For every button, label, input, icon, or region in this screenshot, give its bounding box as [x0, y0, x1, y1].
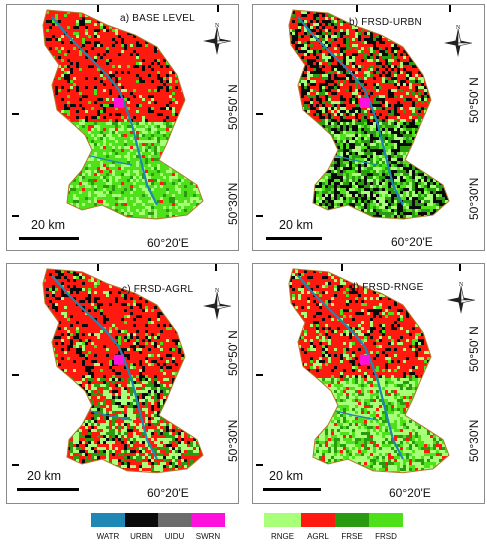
legend-swatch-watr	[91, 513, 125, 527]
graticule-tick	[341, 264, 343, 271]
legend-label-uidu: UIDU	[155, 532, 195, 541]
latitude-label-lower: 50°30'N	[226, 183, 240, 225]
map-panel-frsd-urbn: b) FRSD-URBN N 50°50' N 50°30'N 60°20'E …	[252, 4, 485, 251]
map-panel-frsd-rnge: d) FRSD-RNGE N 50°50' N 50°30'N 60°20'E …	[252, 263, 485, 504]
north-arrow-icon: N	[447, 282, 476, 314]
legend-label-urbn: URBN	[122, 532, 162, 541]
longitude-label: 60°20'E	[147, 486, 189, 500]
map-panel-base-level: a) BASE LEVEL N 50°50' N 50°30'N 60°20'E…	[6, 4, 240, 251]
scale-bar	[263, 488, 321, 491]
scale-bar	[266, 237, 322, 240]
legend-label-swrn: SWRN	[188, 532, 228, 541]
watershed-map	[42, 268, 204, 474]
graticule-tick	[12, 374, 19, 376]
panel-title: b) FRSD-URBN	[349, 17, 422, 28]
panel-title: a) BASE LEVEL	[120, 13, 195, 24]
map-panel-frsd-agrl: c) FRSD-AGRL N 50°50' N 50°30'N 60°20'E …	[6, 263, 240, 504]
graticule-tick	[256, 374, 263, 376]
legend-label-frsd: FRSD	[366, 532, 406, 541]
graticule-tick	[215, 264, 217, 271]
graticule-tick	[256, 113, 263, 115]
legend-label-agrl: AGRL	[298, 532, 338, 541]
watershed-map	[42, 9, 204, 220]
latitude-label-upper: 50°50' N	[467, 326, 481, 372]
scale-label: 20 km	[269, 469, 303, 483]
graticule-tick	[256, 464, 263, 466]
legend-swatch-urbn	[125, 513, 158, 527]
north-arrow-icon: N	[203, 288, 232, 320]
graticule-tick	[12, 464, 19, 466]
graticule-tick	[12, 113, 19, 115]
graticule-tick	[449, 5, 451, 12]
scale-bar	[19, 237, 79, 240]
latitude-label-upper: 50°50' N	[467, 77, 481, 123]
latitude-label-upper: 50°50' N	[226, 84, 240, 130]
panel-title: d) FRSD-RNGE	[350, 282, 424, 293]
legend-label-watr: WATR	[88, 532, 128, 541]
legend-swatch-uidu	[158, 513, 191, 527]
graticule-tick	[356, 5, 358, 12]
scale-bar	[17, 488, 79, 491]
latitude-label-upper: 50°50' N	[226, 330, 240, 376]
longitude-label: 60°20'E	[391, 235, 433, 249]
graticule-tick	[97, 5, 99, 12]
latitude-label-lower: 50°30'N	[226, 420, 240, 462]
longitude-label: 60°20'E	[147, 236, 189, 250]
graticule-tick	[97, 264, 99, 271]
scale-label: 20 km	[27, 469, 61, 483]
legend-swatch-frse	[335, 513, 369, 527]
legend-label-frse: FRSE	[332, 532, 372, 541]
panel-title: c) FRSD-AGRL	[122, 284, 193, 295]
watershed-map	[288, 9, 450, 220]
watershed-map	[288, 268, 450, 474]
north-arrow-icon: N	[444, 25, 473, 57]
legend-swatch-swrn	[191, 513, 225, 527]
scale-label: 20 km	[31, 218, 65, 232]
graticule-tick	[217, 5, 219, 12]
legend-swatch-frsd	[369, 513, 403, 527]
longitude-label: 60°20'E	[389, 486, 431, 500]
scale-label: 20 km	[279, 218, 313, 232]
north-arrow-icon: N	[203, 23, 232, 55]
legend-swatch-agrl	[301, 513, 335, 527]
latitude-label-lower: 50°30'N	[467, 420, 481, 462]
latitude-label-lower: 50°30'N	[467, 178, 481, 220]
graticule-tick	[256, 215, 263, 217]
graticule-tick	[459, 264, 461, 271]
legend-swatch-rnge	[264, 513, 301, 527]
legend-label-rnge: RNGE	[263, 532, 303, 541]
graticule-tick	[12, 215, 19, 217]
